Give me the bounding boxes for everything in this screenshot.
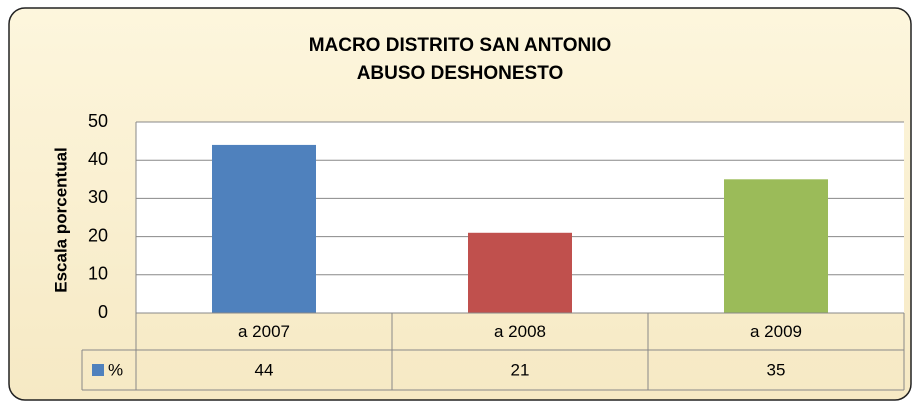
y-tick-label: 50 [88,111,108,131]
y-tick-label: 30 [88,187,108,207]
y-tick-label: 20 [88,225,108,245]
y-tick-label: 40 [88,149,108,169]
table-value: 44 [255,360,274,379]
y-axis-label: Escala porcentual [51,147,70,293]
x-tick-label: a 2007 [238,322,290,341]
table-value: 35 [767,360,786,379]
bar [468,232,572,313]
y-tick-label: 0 [98,302,108,322]
y-tick-label: 10 [88,264,108,284]
x-tick-label: a 2009 [750,322,802,341]
chart-title: MACRO DISTRITO SAN ANTONIO [309,35,612,56]
table-value: 21 [511,360,530,379]
bar [724,179,828,313]
legend-key [92,364,104,376]
bar [212,144,316,313]
chart-subtitle: ABUSO DESHONESTO [357,63,564,84]
x-tick-label: a 2008 [494,322,546,341]
legend-label: % [108,360,123,379]
